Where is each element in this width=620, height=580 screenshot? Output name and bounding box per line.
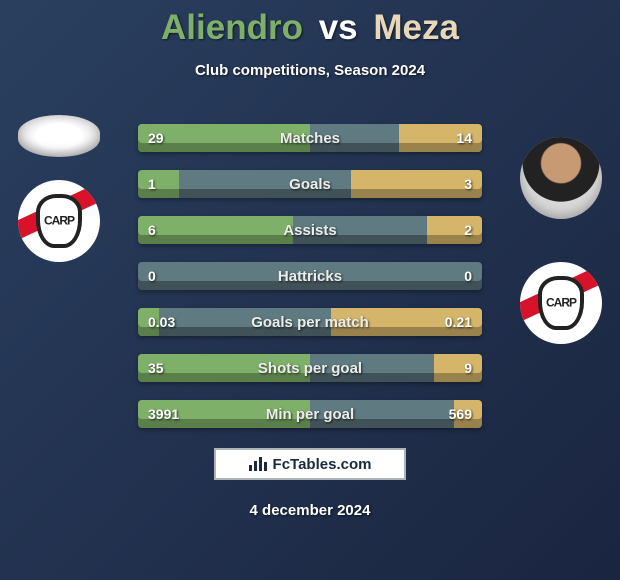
- stat-row: 0 Hattricks 0: [138, 262, 482, 290]
- snapshot-date: 4 december 2024: [250, 502, 371, 519]
- stat-value-left: 1: [148, 176, 156, 192]
- player2-club-crest: CARP: [520, 262, 602, 344]
- stat-label: Min per goal: [266, 406, 354, 423]
- stat-bar-right: [434, 354, 482, 382]
- stat-value-right: 2: [464, 222, 472, 238]
- stat-value-left: 0: [148, 268, 156, 284]
- club-acronym: CARP: [546, 295, 576, 309]
- stat-label: Hattricks: [278, 268, 342, 285]
- stat-label: Goals per match: [251, 314, 369, 331]
- player1-name: Aliendro: [161, 8, 303, 47]
- source-label: FcTables.com: [273, 456, 372, 473]
- stat-row: 29 Matches 14: [138, 124, 482, 152]
- stat-value-left: 3991: [148, 406, 179, 422]
- stat-bar-left: [138, 216, 293, 244]
- vs-label: vs: [319, 8, 358, 47]
- stat-bar-right: [351, 170, 482, 198]
- stat-value-right: 569: [449, 406, 472, 422]
- stat-value-left: 29: [148, 130, 164, 146]
- stat-label: Shots per goal: [258, 360, 362, 377]
- stat-row: 0.03 Goals per match 0.21: [138, 308, 482, 336]
- stat-row: 6 Assists 2: [138, 216, 482, 244]
- comparison-title: Aliendro vs Meza: [0, 0, 620, 48]
- stat-label: Assists: [283, 222, 336, 239]
- club-acronym: CARP: [44, 213, 74, 227]
- stat-value-left: 6: [148, 222, 156, 238]
- stat-value-right: 3: [464, 176, 472, 192]
- stat-bar-left: [138, 170, 179, 198]
- stat-label: Matches: [280, 130, 340, 147]
- source-logo: FcTables.com: [214, 448, 406, 480]
- stat-value-left: 35: [148, 360, 164, 376]
- chart-icon: [249, 457, 267, 471]
- stat-value-right: 0.21: [445, 314, 472, 330]
- stat-value-right: 14: [456, 130, 472, 146]
- player2-name: Meza: [373, 8, 459, 47]
- stats-container: 29 Matches 14 1 Goals 3 6 Assists 2 0 Ha…: [138, 124, 482, 428]
- season-subtitle: Club competitions, Season 2024: [0, 62, 620, 79]
- stat-row: 35 Shots per goal 9: [138, 354, 482, 382]
- stat-row: 1 Goals 3: [138, 170, 482, 198]
- player2-avatar: [520, 137, 602, 219]
- stat-label: Goals: [289, 176, 331, 193]
- stat-row: 3991 Min per goal 569: [138, 400, 482, 428]
- player1-club-crest: CARP: [18, 180, 100, 262]
- player1-avatar: [18, 115, 100, 157]
- stat-value-right: 9: [464, 360, 472, 376]
- stat-bar-right: [427, 216, 482, 244]
- stat-value-left: 0.03: [148, 314, 175, 330]
- stat-value-right: 0: [464, 268, 472, 284]
